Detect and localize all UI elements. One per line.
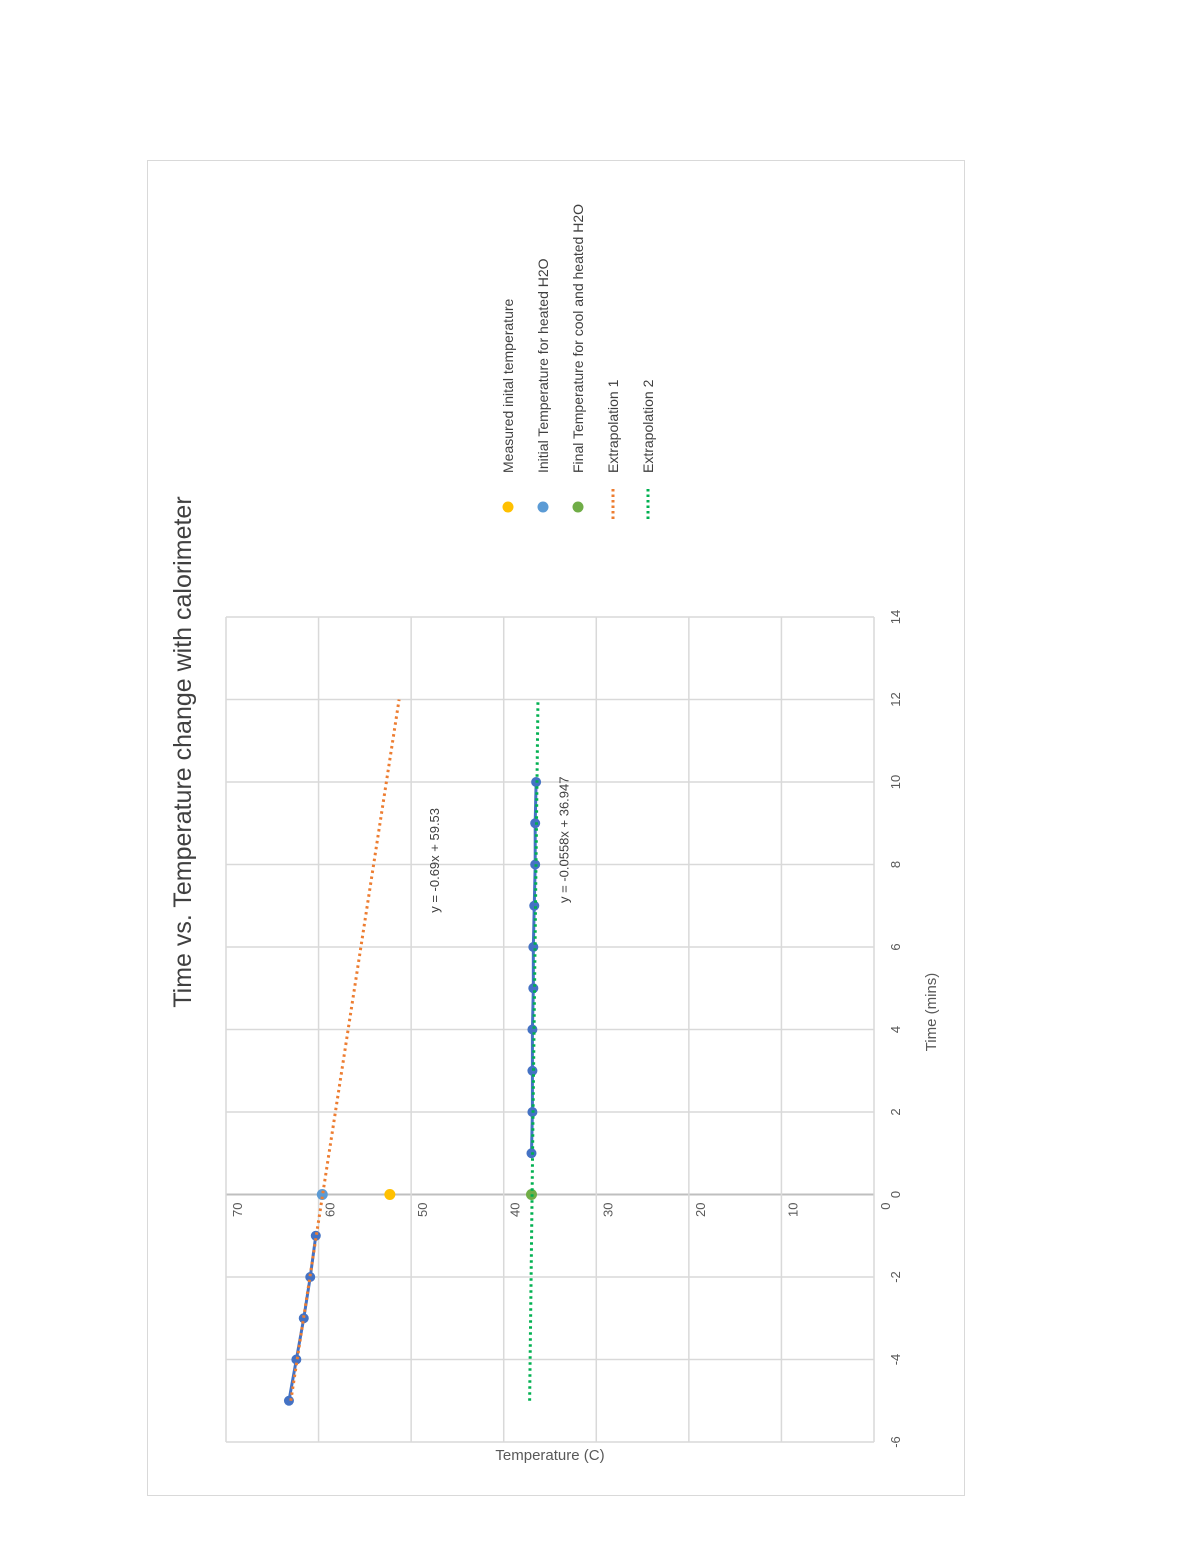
y-tick-label: 50 bbox=[415, 1203, 430, 1217]
y-tick-label: 20 bbox=[693, 1203, 708, 1217]
y-axis-title: Temperature (C) bbox=[495, 1447, 604, 1464]
x-tick-label: 14 bbox=[888, 610, 903, 624]
data-point bbox=[528, 942, 539, 952]
y-tick-label: 40 bbox=[508, 1203, 523, 1217]
data-point bbox=[527, 1024, 538, 1035]
legend-item: Measured inital temperature bbox=[500, 298, 516, 513]
legend-label: Initial Temperature for heated H2O bbox=[535, 258, 551, 473]
y-tick-label: 10 bbox=[785, 1203, 800, 1217]
legend-item: Extrapolation 2 bbox=[640, 379, 656, 519]
chart-title: Time vs. Temperature change with calorim… bbox=[169, 496, 197, 1007]
data-point bbox=[384, 1189, 396, 1200]
calorimeter-chart: -6 -4 -2 0 2 4 6 8 10 12 14 0 10 20 30 40 50 60 70 y = -0.6… bbox=[169, 204, 940, 1464]
trendline bbox=[528, 699, 540, 1401]
data-point bbox=[305, 1272, 316, 1282]
y-tick-label: 0 bbox=[878, 1203, 893, 1210]
x-tick-label: 8 bbox=[888, 861, 903, 868]
trendline-equation: y = -0.69x + 59.53 bbox=[427, 808, 442, 913]
chart-frame: -6 -4 -2 0 2 4 6 8 10 12 14 0 10 20 30 40 50 60 70 y = -0.6… bbox=[147, 160, 965, 1496]
legend-swatch bbox=[572, 501, 584, 513]
y-tick-label: 70 bbox=[230, 1203, 245, 1217]
trendline-equation: y = -0.0558x + 36.947 bbox=[557, 777, 572, 903]
x-tick-label: 6 bbox=[888, 943, 903, 950]
series-5 bbox=[289, 699, 401, 1401]
x-tick-label: 0 bbox=[888, 1191, 903, 1198]
legend-label: Extrapolation 2 bbox=[640, 379, 656, 473]
x-tick-label: 2 bbox=[888, 1108, 903, 1115]
series-3 bbox=[316, 1189, 328, 1200]
legend-label: Final Temperature for cool and heated H2… bbox=[570, 204, 586, 473]
legend-item: Initial Temperature for heated H2O bbox=[535, 258, 551, 513]
legend-item: Final Temperature for cool and heated H2… bbox=[570, 204, 586, 513]
legend-item: Extrapolation 1 bbox=[605, 379, 621, 519]
legend-swatch bbox=[502, 501, 514, 513]
data-point bbox=[316, 1189, 328, 1200]
data-point bbox=[310, 1230, 321, 1241]
series-6 bbox=[528, 699, 540, 1401]
x-tick-label: -6 bbox=[888, 1436, 903, 1448]
y-tick-label: 60 bbox=[323, 1203, 338, 1217]
x-tick-label: -4 bbox=[888, 1354, 903, 1366]
data-point bbox=[298, 1313, 309, 1324]
legend-label: Extrapolation 1 bbox=[605, 379, 621, 473]
x-tick-label: 10 bbox=[888, 775, 903, 789]
data-point bbox=[283, 1395, 294, 1406]
series-2 bbox=[384, 1189, 396, 1200]
x-tick-label: 4 bbox=[888, 1026, 903, 1033]
legend-label: Measured inital temperature bbox=[500, 298, 516, 473]
x-axis-title: Time (mins) bbox=[923, 973, 940, 1052]
y-tick-label: 30 bbox=[600, 1203, 615, 1217]
series-0 bbox=[283, 1230, 321, 1406]
x-tick-label: 12 bbox=[888, 692, 903, 706]
legend: Measured inital temperature Initial Tempe… bbox=[500, 204, 656, 519]
trendline bbox=[289, 699, 401, 1401]
x-tick-label: -2 bbox=[888, 1271, 903, 1283]
legend-swatch bbox=[537, 501, 549, 513]
